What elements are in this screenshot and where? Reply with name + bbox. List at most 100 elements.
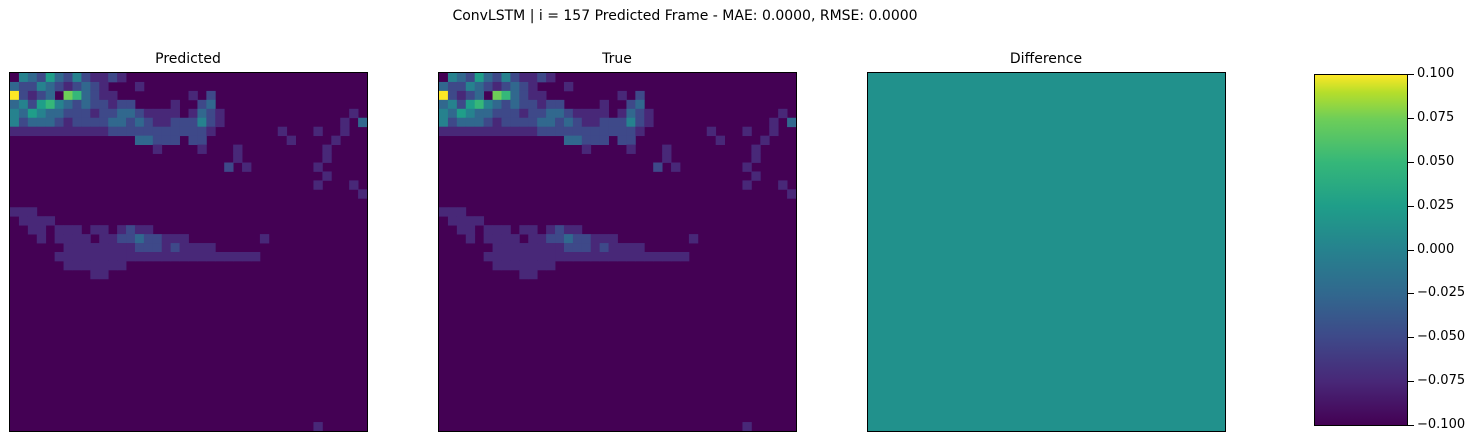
true-heatmap-cell bbox=[519, 243, 529, 253]
predicted-heatmap-cell bbox=[108, 252, 118, 262]
true-heatmap-cell bbox=[528, 108, 538, 119]
true-heatmap-cell bbox=[787, 189, 796, 199]
predicted-heatmap-cell bbox=[90, 252, 100, 262]
true-heatmap bbox=[438, 72, 797, 432]
true-heatmap-cell bbox=[662, 252, 672, 262]
true-heatmap-cell bbox=[599, 234, 609, 244]
difference-heatmap bbox=[867, 72, 1226, 432]
predicted-heatmap-cell bbox=[63, 117, 73, 128]
predicted-heatmap-cell bbox=[36, 99, 47, 110]
true-heatmap-cell bbox=[581, 135, 592, 145]
true-heatmap-cell bbox=[572, 234, 583, 244]
predicted-heatmap-cell bbox=[99, 126, 109, 137]
predicted-heatmap-cell bbox=[215, 108, 225, 119]
predicted-heatmap-cell bbox=[161, 234, 172, 244]
true-heatmap-cell bbox=[528, 126, 538, 137]
true-heatmap-cell bbox=[787, 117, 796, 128]
predicted-heatmap-cell bbox=[188, 252, 198, 262]
true-heatmap-cell bbox=[465, 108, 476, 119]
predicted-heatmap-cell bbox=[72, 90, 82, 101]
true-heatmap-cell bbox=[510, 99, 520, 110]
predicted-heatmap-cell bbox=[63, 260, 73, 271]
true-heatmap-cell bbox=[599, 99, 609, 110]
predicted-heatmap-cell bbox=[72, 108, 82, 119]
predicted-heatmap-cell bbox=[27, 225, 38, 235]
true-heatmap-cell bbox=[492, 225, 502, 235]
true-heatmap-cell bbox=[617, 108, 627, 119]
true-heatmap-cell bbox=[483, 225, 493, 235]
true-heatmap-cell bbox=[644, 108, 654, 119]
true-heatmap-cell bbox=[599, 126, 609, 137]
predicted-heatmap-cell bbox=[313, 126, 323, 137]
true-heatmap-cell bbox=[635, 117, 645, 128]
predicted-heatmap-cell bbox=[90, 90, 100, 101]
true-heatmap-cell bbox=[492, 108, 502, 119]
true-heatmap-cell bbox=[492, 117, 502, 128]
predicted-heatmap-cell bbox=[197, 108, 207, 119]
true-heatmap-cell bbox=[644, 252, 654, 262]
true-heatmap-cell bbox=[501, 99, 511, 110]
predicted-heatmap-cell bbox=[90, 108, 100, 119]
true-heatmap-cell bbox=[519, 269, 529, 280]
true-heatmap-cell bbox=[546, 126, 556, 137]
predicted-heatmap-cell bbox=[81, 252, 91, 262]
predicted-heatmap-cell bbox=[27, 90, 38, 101]
predicted-heatmap-cell bbox=[72, 99, 82, 110]
true-heatmap-cell bbox=[546, 73, 556, 83]
predicted-heatmap-cell bbox=[99, 73, 109, 83]
predicted-heatmap-cell bbox=[27, 81, 38, 92]
predicted-heatmap-cell bbox=[63, 81, 73, 92]
true-heatmap-cell bbox=[751, 153, 761, 163]
predicted-heatmap-cell bbox=[36, 234, 47, 244]
true-heatmap-cell bbox=[706, 126, 717, 137]
predicted-heatmap-cell bbox=[54, 117, 64, 128]
true-heatmap-cell bbox=[474, 90, 485, 101]
true-heatmap-cell bbox=[492, 252, 502, 262]
true-heatmap-cell bbox=[563, 81, 574, 92]
true-heatmap-cell bbox=[528, 234, 538, 244]
predicted-heatmap-cell bbox=[10, 117, 20, 128]
predicted-heatmap-cell bbox=[188, 135, 198, 145]
predicted-heatmap-cell bbox=[126, 108, 136, 119]
true-heatmap-cell bbox=[492, 260, 502, 271]
true-heatmap-cell bbox=[635, 252, 645, 262]
predicted-heatmap-cell bbox=[161, 126, 172, 137]
predicted-heatmap-cell bbox=[117, 108, 127, 119]
predicted-heatmap-cell bbox=[206, 108, 216, 119]
predicted-heatmap-cell bbox=[179, 252, 189, 262]
true-heatmap-cell bbox=[563, 243, 574, 253]
true-heatmap-cell bbox=[599, 135, 609, 145]
true-heatmap-cell bbox=[626, 252, 636, 262]
true-heatmap-cell bbox=[590, 252, 601, 262]
colorbar-tick-label: −0.050 bbox=[1417, 329, 1466, 344]
true-heatmap-cell bbox=[510, 243, 520, 253]
predicted-heatmap-cell bbox=[170, 135, 180, 145]
true-heatmap-cell bbox=[546, 225, 556, 235]
predicted-heatmap-cell bbox=[63, 108, 73, 119]
predicted-heatmap-cell bbox=[313, 162, 323, 172]
true-heatmap-cell bbox=[590, 243, 601, 253]
true-heatmap-cell bbox=[581, 144, 592, 154]
predicted-heatmap-cell bbox=[134, 108, 145, 119]
predicted-heatmap-cell bbox=[81, 260, 91, 271]
predicted-heatmap-cell bbox=[117, 126, 127, 137]
predicted-heatmap-cell bbox=[259, 234, 270, 244]
true-heatmap-cell bbox=[474, 108, 485, 119]
true-heatmap-cell bbox=[510, 108, 520, 119]
predicted-heatmap-cell bbox=[108, 117, 118, 128]
predicted-heatmap-cell bbox=[126, 117, 136, 128]
true-heatmap-cell bbox=[635, 99, 645, 110]
true-heatmap-cell bbox=[465, 225, 476, 235]
predicted-heatmap-cell bbox=[27, 126, 38, 137]
true-heatmap-cell bbox=[563, 135, 574, 145]
predicted-heatmap-cell bbox=[126, 243, 136, 253]
predicted-heatmap-cell bbox=[45, 216, 56, 226]
true-heatmap-cell bbox=[528, 252, 538, 262]
true-heatmap-cell bbox=[447, 90, 458, 101]
true-heatmap-cell bbox=[563, 225, 574, 235]
colorbar-tick bbox=[1408, 118, 1414, 119]
true-heatmap-cell bbox=[608, 234, 618, 244]
predicted-heatmap-cell bbox=[36, 90, 47, 101]
predicted-heatmap-cell bbox=[152, 234, 163, 244]
colorbar-tick bbox=[1408, 74, 1414, 75]
